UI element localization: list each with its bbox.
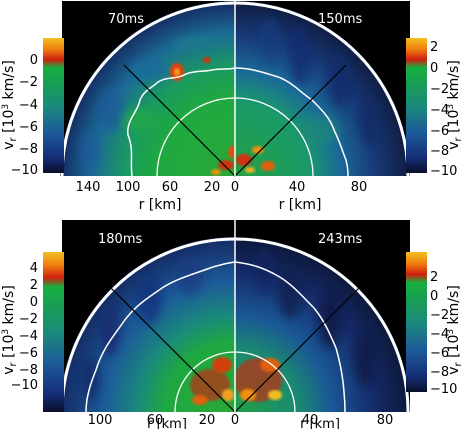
top-right-cbar-tick-0: 2 xyxy=(430,40,438,55)
bottom-right-shock-contour xyxy=(234,261,346,413)
top-right-cbar-tick-1: 0 xyxy=(430,61,438,76)
top-left-cbar-tick-5: −10 xyxy=(11,163,38,178)
top-left-diagonal xyxy=(123,64,236,177)
top-left-cbar-tick-4: −8 xyxy=(19,142,38,157)
bottom-x-tick-left-1: 60 xyxy=(147,413,164,428)
bottom-left-cbar-tick-0: 4 xyxy=(30,261,38,276)
bottom-left-shock-contour xyxy=(85,261,236,413)
bottom-right-diagonal xyxy=(234,280,367,413)
bottom-x-tick-left-0: 100 xyxy=(88,413,113,428)
bottom-left-colorbar xyxy=(43,252,64,412)
bottom-left-cbar-tick-4: −4 xyxy=(19,329,38,344)
bottom-x-tick-right-1: 40 xyxy=(302,413,319,428)
top-right-texture xyxy=(260,16,380,146)
bottom-right-colorbar xyxy=(406,252,427,392)
bottom-left-xlabel: r [km] xyxy=(147,417,187,429)
top-right-colorbar xyxy=(406,38,427,173)
top-left-cbar-tick-2: −4 xyxy=(19,98,38,113)
top-left-colorbar xyxy=(43,38,64,173)
bottom-right-ylabel: vr [103 km/s] xyxy=(446,285,464,375)
top-left-xlabel: r [km] xyxy=(139,197,182,213)
top-x-tick-right-2: 80 xyxy=(351,180,368,195)
top-right-diagonal xyxy=(234,64,347,177)
bottom-right-cbar-tick-2: −2 xyxy=(430,308,449,323)
bottom-right-cbar-tick-4: −6 xyxy=(430,346,449,361)
top-right-xlabel: r [km] xyxy=(279,197,322,213)
bottom-right-cbar-tick-3: −4 xyxy=(430,327,449,342)
top-right-shock-contour xyxy=(234,67,349,177)
top-right-time-label: 150ms xyxy=(318,12,362,27)
top-x-tick-left-4: 0 xyxy=(231,180,239,195)
bottom-right-cbar-tick-5: −8 xyxy=(430,365,449,380)
bottom-x-tick-left-3: 0 xyxy=(231,413,239,428)
bottom-left-cbar-tick-6: −8 xyxy=(19,363,38,378)
top-x-tick-left-1: 100 xyxy=(116,180,141,195)
top-right-cbar-tick-5: −8 xyxy=(430,144,449,159)
bottom-left-ylabel: vr [103 km/s] xyxy=(1,285,19,375)
top-right-ylabel: vr [103 km/s] xyxy=(446,60,464,150)
top-left-cbar-tick-0: 0 xyxy=(30,53,38,68)
top-x-tick-right-1: 40 xyxy=(289,180,306,195)
bottom-right-xlabel: r [km] xyxy=(300,417,340,429)
bottom-right-cbar-tick-0: 2 xyxy=(430,270,438,285)
top-left-time-label: 70ms xyxy=(108,12,144,27)
bottom-x-tick-left-2: 20 xyxy=(199,413,216,428)
bottom-left-time-label: 180ms xyxy=(98,232,142,247)
top-panel: 70ms 150ms 140 100 60 20 0 40 80 r [km] … xyxy=(1,1,464,213)
bottom-right-cbar-tick-1: 0 xyxy=(430,289,438,304)
top-x-tick-left-3: 20 xyxy=(204,180,221,195)
top-right-cbar-tick-2: −2 xyxy=(430,82,449,97)
top-x-tick-left-0: 140 xyxy=(76,180,101,195)
top-left-shock-contour xyxy=(127,67,236,177)
bottom-right-time-label: 243ms xyxy=(318,232,362,247)
top-right-cbar-tick-4: −6 xyxy=(430,124,449,139)
bottom-right-cbar-tick-6: −10 xyxy=(430,382,457,397)
bottom-panel: 180ms 243ms 100 60 20 0 40 80 r [km] r [… xyxy=(1,220,464,432)
bottom-left-cbar-tick-2: 0 xyxy=(30,295,38,310)
bottom-left-cbar-tick-5: −6 xyxy=(19,346,38,361)
bottom-x-tick-right-2: 80 xyxy=(377,413,394,428)
top-hot-spots xyxy=(170,57,275,175)
bottom-right-hot-spots xyxy=(235,358,282,402)
top-x-tick-left-2: 60 xyxy=(162,180,179,195)
bottom-left-cbar-tick-3: −2 xyxy=(19,312,38,327)
bottom-left-diagonal xyxy=(103,280,236,413)
top-left-cbar-tick-3: −6 xyxy=(19,120,38,135)
top-right-cbar-tick-3: −4 xyxy=(430,103,449,118)
top-left-cbar-tick-1: −2 xyxy=(19,75,38,90)
top-right-cbar-tick-6: −10 xyxy=(430,164,457,179)
top-left-texture xyxy=(80,36,217,170)
bottom-left-cbar-tick-1: 2 xyxy=(30,278,38,293)
bottom-left-cbar-tick-7: −10 xyxy=(11,378,38,393)
top-left-ylabel: vr [103 km/s] xyxy=(1,60,19,150)
